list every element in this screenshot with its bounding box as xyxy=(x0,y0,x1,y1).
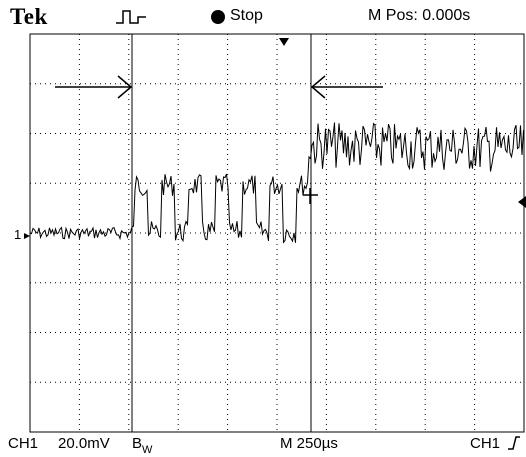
rising-edge-icon xyxy=(508,436,520,450)
trigger-source: CH1 xyxy=(470,435,501,452)
timebase: M 250µs xyxy=(280,435,338,452)
trigger-position-arrow-icon xyxy=(279,38,289,46)
stop-indicator-icon xyxy=(211,10,225,24)
ch1-waveform-trace xyxy=(29,122,524,244)
right-arrow-icon xyxy=(55,75,133,99)
left-arrow-icon xyxy=(310,75,383,99)
pulse-trigger-icon xyxy=(116,10,146,24)
run-state: Stop xyxy=(230,7,263,24)
trigger-crosshair-icon xyxy=(303,188,318,204)
brand-logo: Tek xyxy=(10,4,48,29)
ch1-ground-marker: 1 xyxy=(14,227,21,242)
status-bar: Tek Stop M Pos: 0.000s xyxy=(0,0,526,34)
settings-bar: CH1 20.0mV BW M 250µs CH1 xyxy=(0,432,526,457)
channel-label: CH1 xyxy=(8,435,39,452)
trigger-level-arrow-icon xyxy=(518,196,526,208)
horizontal-position: M Pos: 0.000s xyxy=(368,7,471,24)
volts-per-div: 20.0mV xyxy=(58,435,110,452)
bandwidth-limit: BW xyxy=(132,435,153,456)
